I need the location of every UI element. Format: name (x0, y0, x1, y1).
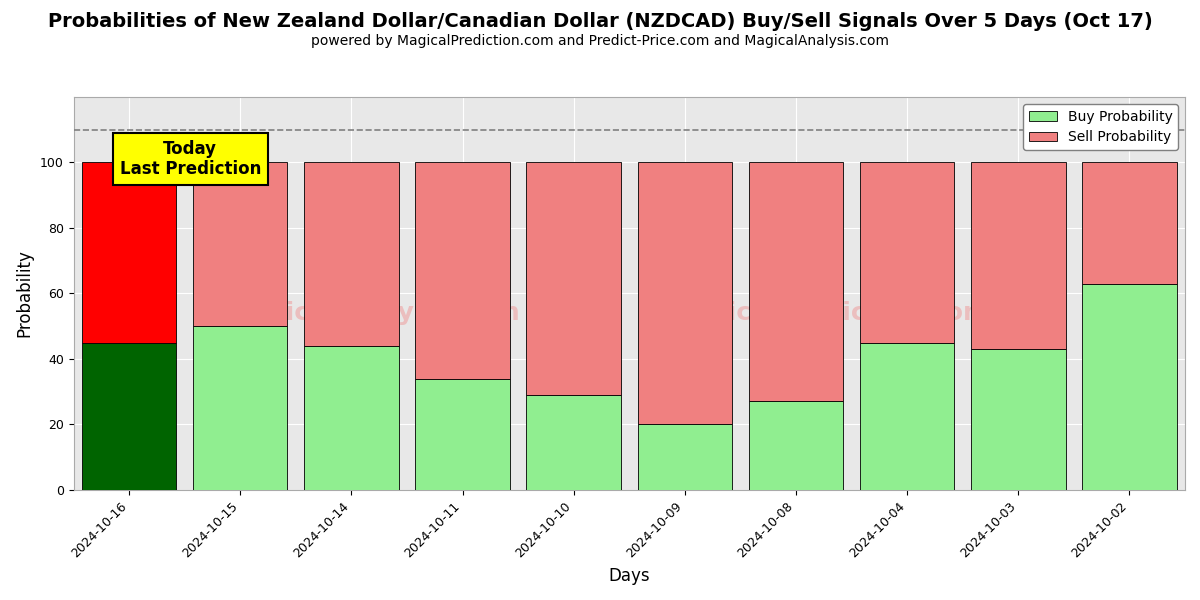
Bar (415, 163, 510, 379)
Bar (304, 163, 398, 346)
X-axis label: Days: Days (608, 567, 650, 585)
Bar (971, 349, 1066, 490)
Bar (1082, 284, 1177, 490)
Bar (527, 163, 620, 395)
Text: MagicalPrediction.com: MagicalPrediction.com (668, 301, 990, 325)
Text: Probabilities of New Zealand Dollar/Canadian Dollar (NZDCAD) Buy/Sell Signals Ov: Probabilities of New Zealand Dollar/Cana… (48, 12, 1152, 31)
Bar (415, 379, 510, 490)
Bar (193, 326, 288, 490)
Bar (1082, 163, 1177, 284)
Text: MagicalAnalysis.com: MagicalAnalysis.com (227, 301, 521, 325)
Bar (82, 343, 176, 490)
Bar (82, 163, 176, 343)
Legend: Buy Probability, Sell Probability: Buy Probability, Sell Probability (1024, 104, 1178, 150)
Bar (637, 424, 732, 490)
Bar (749, 163, 844, 401)
Bar (304, 346, 398, 490)
Bar (860, 343, 954, 490)
Text: powered by MagicalPrediction.com and Predict-Price.com and MagicalAnalysis.com: powered by MagicalPrediction.com and Pre… (311, 34, 889, 48)
Bar (637, 163, 732, 424)
Bar (860, 163, 954, 343)
Bar (193, 163, 288, 326)
Bar (971, 163, 1066, 349)
Y-axis label: Probability: Probability (14, 250, 34, 337)
Text: Today
Last Prediction: Today Last Prediction (120, 140, 260, 178)
Bar (527, 395, 620, 490)
Bar (749, 401, 844, 490)
